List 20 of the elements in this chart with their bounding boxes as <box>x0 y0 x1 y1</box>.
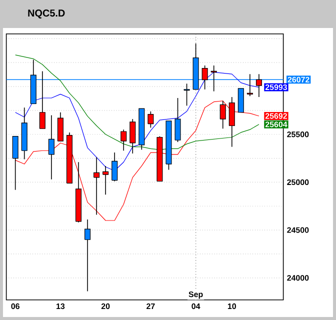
candlestick <box>48 114 54 180</box>
candlestick <box>238 88 244 113</box>
candlestick <box>256 74 262 98</box>
candlestick <box>120 129 127 152</box>
candlestick <box>84 219 91 292</box>
candlestick <box>39 70 46 130</box>
candlestick <box>102 166 109 196</box>
candlestick <box>130 118 136 154</box>
candlestick <box>246 74 253 96</box>
candlestick <box>174 98 181 142</box>
chart-title: NQC5.D <box>28 10 65 18</box>
candlestick <box>12 136 18 190</box>
line-series <box>15 100 260 221</box>
candlestick <box>148 111 154 128</box>
candlestick <box>57 112 64 142</box>
candlestick <box>210 65 217 92</box>
candlestick <box>112 152 118 182</box>
candlestick <box>94 156 100 216</box>
candlestick <box>202 65 208 90</box>
candlestick <box>184 83 190 106</box>
